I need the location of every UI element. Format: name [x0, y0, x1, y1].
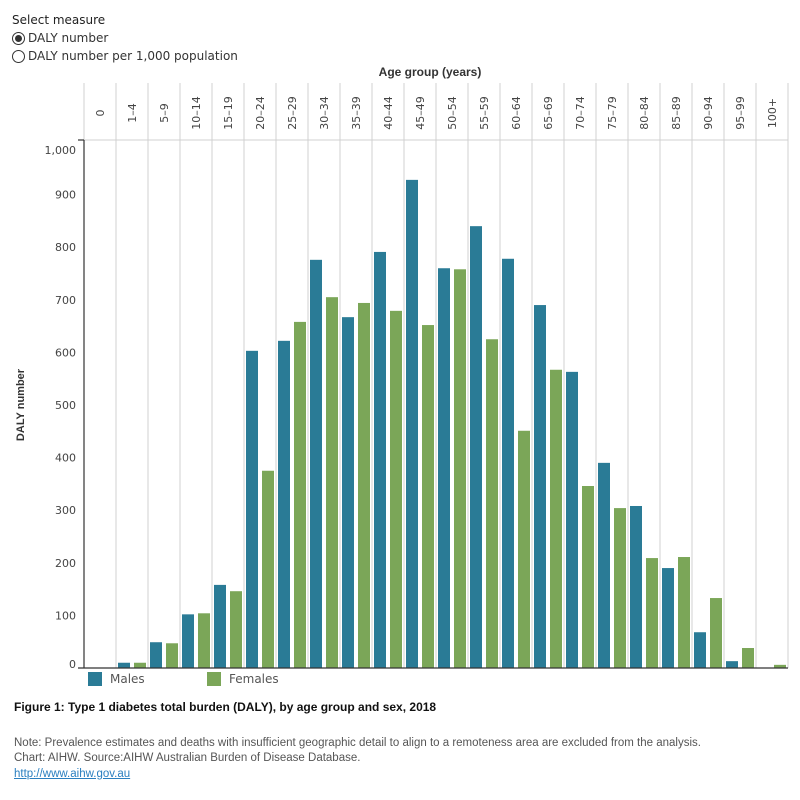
- radio-daly-per-1000[interactable]: DALY number per 1,000 population: [12, 49, 238, 63]
- bar-chart: Age group (years) DALY number 0 1–4 5–9 10–…: [15, 65, 789, 671]
- bar-females: [614, 508, 626, 668]
- bar-females: [710, 598, 722, 668]
- y-tick-label: 1,000: [45, 144, 77, 157]
- radio-selected-icon[interactable]: [12, 31, 25, 45]
- y-tick-label: 0: [69, 658, 76, 671]
- figure-title: Figure 1: Type 1 diabetes total burden (…: [14, 700, 437, 714]
- bar-males: [406, 179, 418, 668]
- bar-females: [582, 486, 594, 668]
- x-tick-label: 0: [94, 110, 107, 117]
- y-tick-label: 300: [55, 504, 76, 517]
- bar-females: [678, 557, 690, 668]
- bar-males: [246, 350, 258, 668]
- y-tick-label: 500: [55, 399, 76, 412]
- x-tick-label: 65–69: [542, 96, 555, 130]
- bar-males: [630, 505, 642, 668]
- x-tick-label: 40–44: [382, 96, 395, 130]
- legend-males[interactable]: Males: [88, 672, 145, 686]
- bar-females: [774, 664, 786, 668]
- y-tick-label: 200: [55, 557, 76, 570]
- bar-males: [534, 305, 546, 668]
- x-tick-label: 10–14: [190, 96, 203, 130]
- bar-females: [358, 302, 370, 668]
- y-tick-label: 100: [55, 609, 76, 622]
- x-tick-label: 1–4: [126, 103, 139, 123]
- x-tick-label: 60–64: [510, 96, 523, 130]
- bar-females: [262, 470, 274, 668]
- bar-males: [278, 340, 290, 668]
- x-tick-label: 5–9: [158, 103, 171, 123]
- bar-females: [422, 325, 434, 668]
- x-tick-label: 95–99: [734, 96, 747, 130]
- x-tick-label: 20–24: [254, 96, 267, 130]
- x-tick-label: 15–19: [222, 96, 235, 130]
- bar-females: [518, 430, 530, 668]
- bar-males: [342, 317, 354, 668]
- legend-females[interactable]: Females: [207, 672, 279, 686]
- bar-females: [454, 269, 466, 668]
- bar-females: [198, 613, 210, 668]
- x-tick-label: 35–39: [350, 96, 363, 130]
- x-tick-label: 70–74: [574, 96, 587, 130]
- x-tick-label: 75–79: [606, 96, 619, 130]
- y-tick-label: 700: [55, 294, 76, 307]
- bar-males: [374, 251, 386, 668]
- bar-females: [326, 297, 338, 668]
- bar-females: [166, 643, 178, 668]
- bar-females: [486, 339, 498, 668]
- legend-label: Females: [229, 672, 279, 686]
- x-tick-label: 50–54: [446, 96, 459, 130]
- bar-females: [134, 662, 146, 668]
- bar-males: [726, 661, 738, 668]
- bar-females: [230, 591, 242, 668]
- bar-males: [694, 632, 706, 668]
- x-tick-label: 45–49: [414, 96, 427, 130]
- x-tick-label: 100+: [766, 98, 779, 128]
- legend-label: Males: [110, 672, 145, 686]
- legend-swatch-females: [207, 672, 221, 686]
- bar-females: [390, 310, 402, 668]
- x-tick-label: 25–29: [286, 96, 299, 130]
- source-text: Chart: AIHW. Source:AIHW Australian Burd…: [14, 752, 361, 764]
- x-tick-label: 90–94: [702, 96, 715, 130]
- y-axis-title: DALY number: [15, 368, 27, 441]
- radio-unselected-icon[interactable]: [12, 49, 25, 63]
- note-text: Note: Prevalence estimates and deaths wi…: [14, 737, 701, 749]
- y-tick-label: 800: [55, 241, 76, 254]
- y-tick-label: 900: [55, 189, 76, 202]
- bar-males: [182, 614, 194, 668]
- y-tick-label: 600: [55, 346, 76, 359]
- x-tick-label: 55–59: [478, 96, 491, 130]
- bar-males: [438, 268, 450, 668]
- x-axis-title: Age group (years): [379, 65, 482, 79]
- legend-swatch-males: [88, 672, 102, 686]
- radio-label: DALY number: [28, 31, 109, 45]
- bar-males: [214, 584, 226, 668]
- y-tick-label: 400: [55, 452, 76, 465]
- x-tick-label: 80–84: [638, 96, 651, 130]
- x-tick-label: 85–89: [670, 96, 683, 130]
- bar-females: [742, 648, 754, 668]
- bar-males: [566, 371, 578, 668]
- aihw-link[interactable]: http://www.aihw.gov.au: [14, 768, 131, 780]
- radio-daly-number[interactable]: DALY number: [12, 31, 108, 45]
- bar-males: [150, 642, 162, 668]
- bar-females: [646, 558, 658, 668]
- radio-label: DALY number per 1,000 population: [28, 49, 238, 63]
- bar-females: [550, 369, 562, 668]
- bar-males: [598, 462, 610, 668]
- bar-males: [470, 226, 482, 668]
- x-tick-label: 30–34: [318, 96, 331, 130]
- bar-males: [662, 568, 674, 668]
- bar-males: [310, 259, 322, 668]
- bar-males: [502, 258, 514, 668]
- bar-females: [294, 321, 306, 668]
- measure-title: Select measure: [12, 13, 106, 27]
- bar-males: [118, 662, 130, 668]
